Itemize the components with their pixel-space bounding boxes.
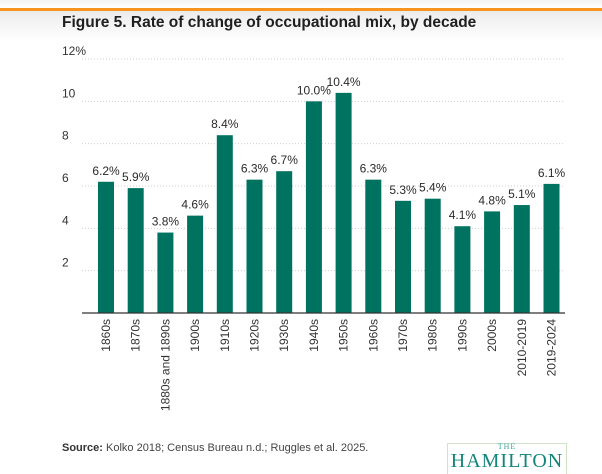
data-label: 6.3%: [241, 162, 269, 176]
bar: [276, 171, 293, 313]
y-tick-label: 10: [62, 86, 76, 100]
source-label: Source:: [62, 442, 103, 454]
x-tick-label: 2000s: [485, 319, 499, 352]
y-tick-label: 8: [62, 129, 69, 143]
x-tick-label: 1980s: [426, 319, 440, 352]
hamilton-logo: THE HAMILTON: [447, 442, 567, 474]
x-tick-label: 1930s: [277, 319, 291, 352]
data-label: 6.7%: [271, 153, 299, 167]
chart-title: Figure 5. Rate of change of occupational…: [62, 14, 477, 31]
bar: [365, 179, 382, 313]
data-label: 6.1%: [538, 166, 566, 180]
x-tick-label: 1920s: [248, 319, 262, 352]
x-tick-label: 1960s: [366, 319, 380, 352]
data-label: 5.9%: [122, 170, 150, 184]
x-tick-label: 2010-2019: [515, 319, 529, 377]
data-label: 10.4%: [327, 75, 361, 89]
bar: [127, 188, 144, 313]
bar: [246, 179, 263, 313]
bar: [484, 211, 501, 313]
data-label: 6.2%: [92, 164, 120, 178]
data-label: 5.3%: [389, 183, 417, 197]
bar: [98, 181, 114, 313]
top-bar: [0, 0, 602, 8]
x-tick-label: 1940s: [307, 319, 321, 352]
data-label: 4.6%: [181, 198, 209, 212]
y-tick-label: 6: [62, 171, 69, 185]
data-label: 8.4%: [211, 117, 239, 131]
bar: [454, 226, 471, 313]
x-tick-label: 1880s and 1890s: [158, 319, 172, 411]
source-note: Source: Kolko 2018; Census Bureau n.d.; …: [62, 442, 368, 454]
bar: [335, 92, 352, 313]
bar: [157, 232, 174, 313]
data-label: 4.1%: [449, 208, 477, 222]
x-tick-label: 1910s: [218, 319, 232, 352]
x-tick-label: 1870s: [129, 319, 143, 352]
data-label: 5.4%: [419, 181, 447, 195]
logo-the: THE: [497, 442, 517, 451]
bar: [305, 101, 322, 313]
y-tick-label: 12%: [62, 44, 86, 58]
bar: [543, 183, 560, 313]
x-tick-label: 2019-2024: [545, 319, 559, 377]
bar-chart: 2 4 6 8 10 12% 6.2% 1860s 5.9% 1870s 3.8% 1880s and…: [62, 44, 566, 411]
x-tick-label: 1970s: [396, 319, 410, 352]
bar: [187, 215, 204, 313]
y-tick-label: 4: [62, 213, 69, 227]
y-tick-label: 2: [62, 256, 69, 270]
x-tick-label: 1950s: [337, 319, 351, 352]
bar: [216, 135, 233, 313]
x-tick-label: 1900s: [188, 319, 202, 352]
bar: [424, 198, 441, 313]
source-text: Kolko 2018; Census Bureau n.d.; Ruggles …: [102, 442, 369, 454]
x-tick-label: 1990s: [455, 319, 469, 352]
data-label: 5.1%: [508, 187, 536, 201]
data-label: 6.3%: [360, 162, 388, 176]
data-label: 10.0%: [297, 83, 331, 97]
header-shade: [0, 11, 602, 41]
data-label: 4.8%: [478, 193, 506, 207]
bar: [513, 205, 530, 313]
accent-stripe: [0, 8, 602, 11]
bar: [395, 200, 411, 313]
data-label: 3.8%: [152, 215, 180, 229]
x-tick-label: 1860s: [99, 319, 113, 352]
